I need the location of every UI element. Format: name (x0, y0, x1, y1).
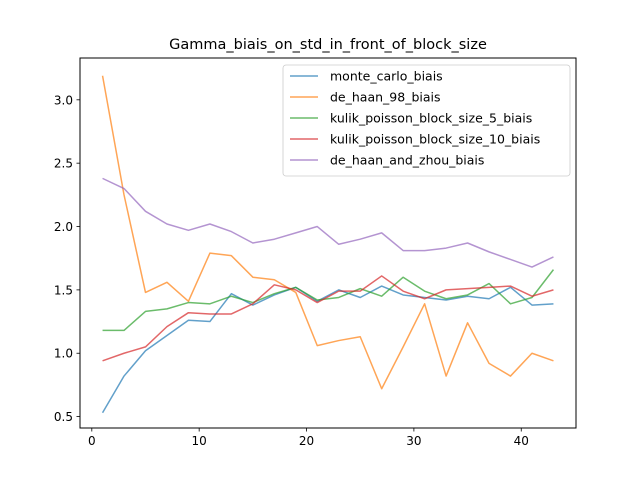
x-tick-label: 20 (299, 434, 314, 448)
legend-label: de_haan_98_biais (330, 90, 441, 105)
y-axis: 0.5 1.0 1.5 2.0 2.5 3.0 (54, 93, 80, 424)
x-tick-label: 30 (406, 434, 421, 448)
legend-label: monte_carlo_biais (330, 69, 443, 84)
y-tick-label: 2.0 (54, 220, 73, 234)
legend: monte_carlo_biais de_haan_98_biais kulik_p… (282, 64, 571, 177)
plot-lines (101, 75, 555, 414)
legend-box (282, 64, 571, 177)
series-line-kulik_poisson_block_size_5_biais (102, 269, 555, 332)
y-tick-label: 0.5 (54, 410, 73, 424)
x-axis: 0 10 20 30 40 (88, 428, 529, 448)
series-line-kulik_poisson_block_size_10_biais (102, 275, 554, 362)
y-tick-label: 1.5 (54, 283, 73, 297)
y-tick-label: 2.5 (54, 157, 73, 171)
y-tick-label: 1.0 (54, 347, 73, 361)
y-tick-label: 3.0 (54, 93, 73, 107)
series-line-de_haan_98_biais (101, 75, 554, 390)
legend-label: de_haan_and_zhou_biais (330, 153, 484, 168)
series-line-monte_carlo_biais (101, 285, 554, 414)
x-tick-label: 10 (192, 434, 207, 448)
legend-label: kulik_poisson_block_size_10_biais (330, 132, 540, 147)
x-tick-label: 40 (514, 434, 529, 448)
plot-area-frame (79, 57, 577, 429)
series-line-de_haan_and_zhou_biais (102, 177, 554, 268)
chart-title: Gamma_biais_on_std_in_front_of_block_siz… (169, 37, 487, 53)
legend-label: kulik_poisson_block_size_5_biais (330, 111, 532, 126)
x-tick-label: 0 (88, 434, 96, 448)
